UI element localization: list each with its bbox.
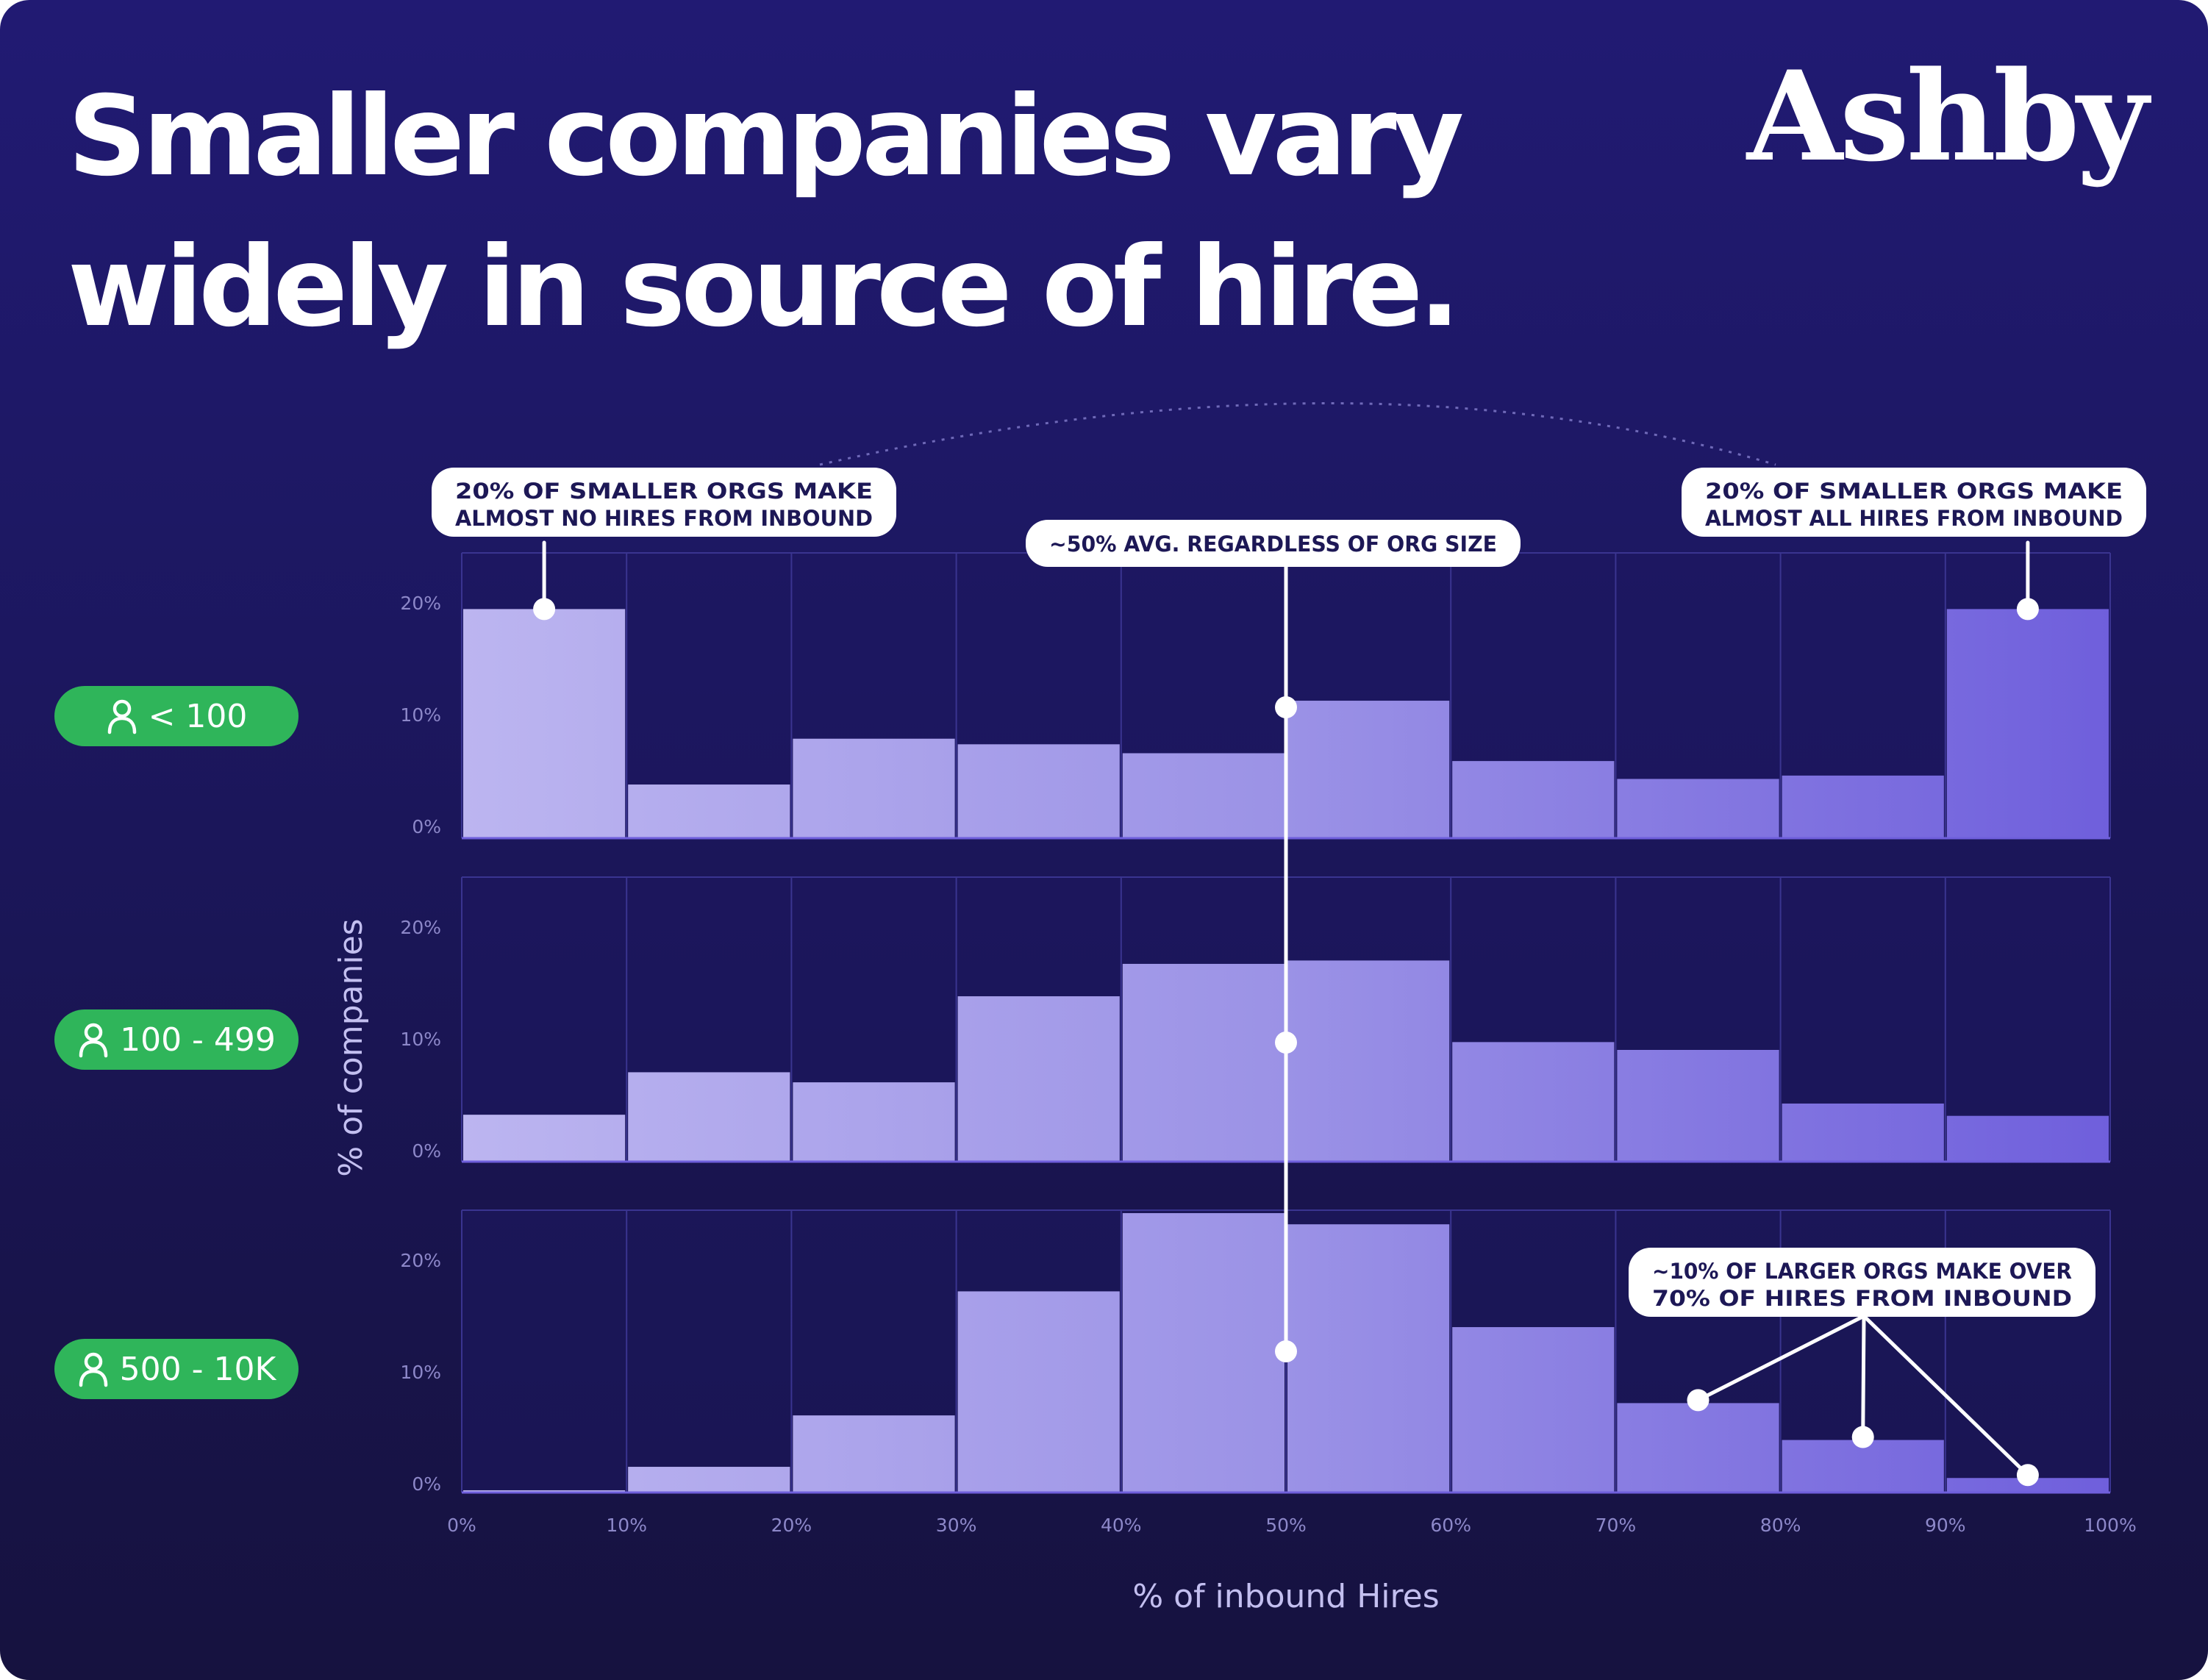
histogram-bar [1452,761,1615,838]
callout-text-line1: 20% OF SMALLER ORGS MAKE [1705,479,2123,504]
callout-text-line1: ~10% OF LARGER ORGS MAKE OVER [1652,1259,2072,1284]
callout-background [1026,520,1521,567]
callout-marker [2016,598,2039,621]
x-tick-label: 40% [1101,1515,1142,1536]
x-tick-label: 30% [936,1515,977,1536]
callout-marker [1275,696,1297,718]
ashby-logo: Ashby [1746,43,2148,189]
x-tick-label: 70% [1596,1515,1637,1536]
histogram-bar [1122,1213,1285,1493]
histogram-bar [957,996,1120,1162]
callout-background [1629,1248,2096,1317]
histogram-bar [793,738,955,838]
x-tick-label: 90% [1925,1515,1966,1536]
histogram-panel-1: 0% 10% 20% [400,552,2111,840]
x-tick-label: 0% [447,1515,476,1536]
y-tick-label: 10% [400,1362,441,1383]
title-line-1: Smaller companies vary [68,73,1464,201]
person-icon [79,1023,108,1058]
histogram-bar [1617,1050,1779,1162]
dotted-arc [819,402,1776,466]
y-tick-label: 10% [400,1029,441,1050]
histogram-bar [628,1467,790,1493]
y-tick-label: 0% [412,816,441,837]
histogram-bar [793,1415,955,1493]
callout-connector [1696,1314,1866,1402]
page-title: Smaller companies vary widely in source … [68,62,1465,363]
histogram-bar [1946,609,2109,838]
y-tick-label: 20% [400,593,441,614]
callout-text-line1: 20% OF SMALLER ORGS MAKE [455,479,873,504]
histogram-bar [1287,1224,1450,1493]
x-tick-label: 50% [1265,1515,1307,1536]
x-tick-label: 20% [771,1515,812,1536]
y-tick-label: 10% [400,704,441,726]
histogram-bar [1287,701,1450,838]
histogram-bar [1782,1103,1944,1162]
callout-text-line2: ALMOST NO HIRES FROM INBOUND [455,506,873,531]
x-axis-title: % of inbound Hires [1132,1578,1439,1615]
histogram-bar [1452,1327,1615,1493]
org-size-label: < 100 [148,697,248,735]
histogram-bar [628,1072,790,1162]
title-line-2: widely in source of hire. [68,224,1460,351]
callout-marker [1851,1426,1874,1448]
histogram-bar [1617,779,1779,838]
histogram-bar [1122,753,1285,838]
y-tick-label: 0% [412,1140,441,1162]
y-axis-title: % of companies [332,918,370,1176]
histogram-bar [1946,1115,2109,1162]
callout-marker [1275,1340,1297,1362]
histogram-bar [1122,963,1285,1162]
histogram-bar [793,1082,955,1162]
callout-marker [533,598,556,621]
y-tick-label: 20% [400,1250,441,1271]
callout-text-line2: ALMOST ALL HIRES FROM INBOUND [1705,506,2123,531]
histogram-bar [1287,960,1450,1162]
histogram-bar [957,1291,1120,1493]
callout-background [1682,468,2146,537]
org-size-label: 500 - 10K [119,1350,276,1388]
histogram-bar [463,1115,626,1162]
org-size-pill-small: < 100 [54,686,299,746]
histogram-bar [1617,1403,1779,1493]
org-size-pill-medium: 100 - 499 [54,1009,299,1070]
callout-text-line2: 70% OF HIRES FROM INBOUND [1652,1286,2072,1311]
callout-connector [1862,1314,2030,1477]
histogram-bar [1452,1042,1615,1162]
org-size-pill-large: 500 - 10K [54,1339,299,1399]
x-tick-label: 10% [606,1515,647,1536]
person-icon [107,699,136,734]
org-size-label: 100 - 499 [120,1020,276,1059]
callout-text-line1: ~50% AVG. REGARDLESS OF ORG SIZE [1049,532,1497,557]
histogram-bar [463,609,626,838]
x-tick-label: 80% [1760,1515,1801,1536]
y-tick-label: 20% [400,917,441,938]
histogram-panel-2: 0% 10% 20% [400,876,2111,1163]
callout-connector [1861,1314,1866,1440]
callout-background [432,468,896,537]
y-tick-label: 0% [412,1473,441,1495]
x-tick-label: 100% [2084,1515,2136,1536]
callout-marker [1687,1389,1709,1412]
callout-marker [1275,1032,1297,1054]
histogram-bar [1782,775,1944,838]
histogram-bar [1782,1440,1944,1493]
callout-box: ~50% AVG. REGARDLESS OF ORG SIZE [1026,520,1521,567]
x-tick-label: 60% [1430,1515,1471,1536]
histogram-bar [463,1490,626,1493]
callout-marker [2016,1464,2039,1487]
histogram-bar [957,744,1120,838]
histogram-bar [628,784,790,838]
person-icon [79,1352,107,1387]
